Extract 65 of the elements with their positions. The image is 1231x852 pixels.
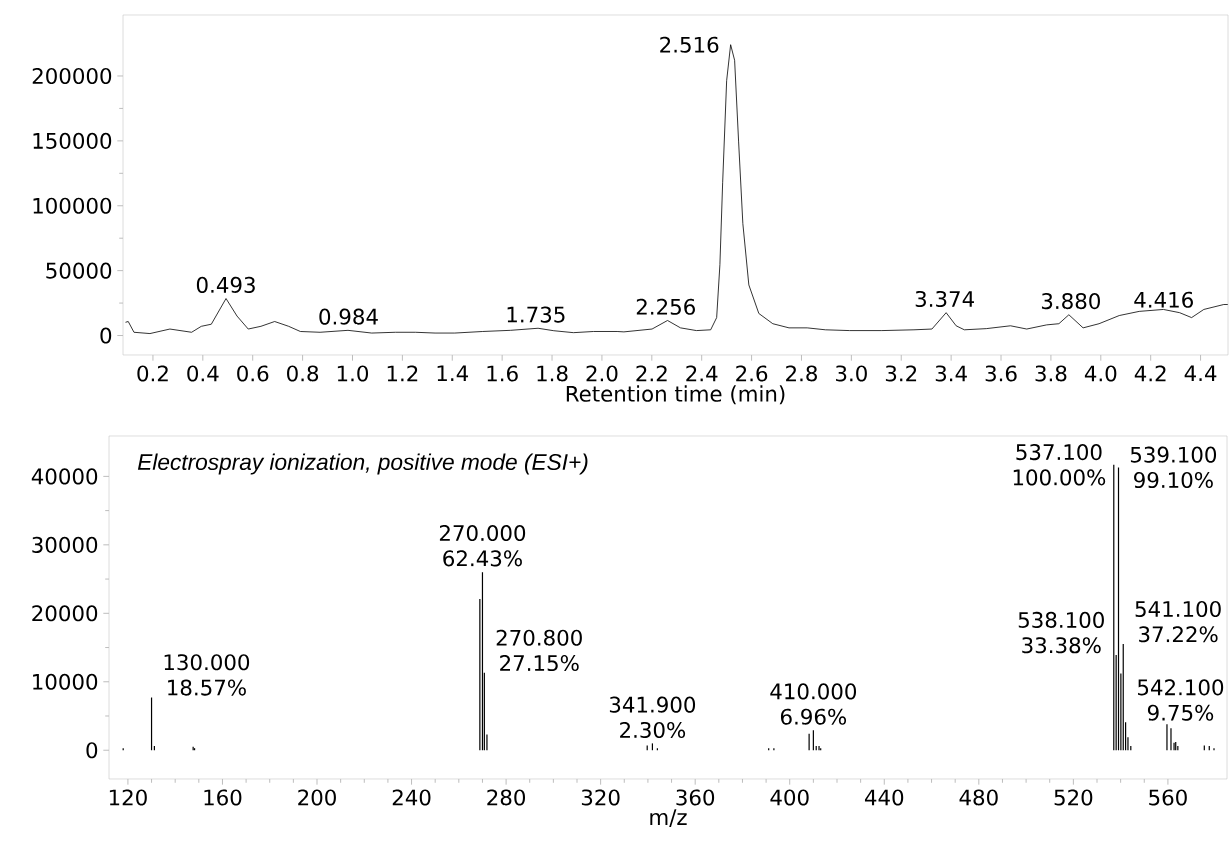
x-tick-label: 0.8 bbox=[287, 365, 319, 382]
x-tick-label: 2.6 bbox=[736, 365, 768, 382]
x-tick-label: 1.6 bbox=[487, 365, 518, 382]
x-tick-label: 280 bbox=[487, 789, 526, 806]
y-tick-label: 0 bbox=[86, 742, 98, 759]
x-tick-label: 3.8 bbox=[1035, 365, 1067, 382]
x-tick-label: 1.2 bbox=[387, 365, 418, 382]
x-axis-title: m/z bbox=[650, 809, 687, 827]
x-tick-label: 360 bbox=[676, 789, 715, 806]
y-tick-label: 20000 bbox=[32, 605, 98, 622]
y-tick-label: 30000 bbox=[32, 536, 98, 553]
x-tick-label: 0.4 bbox=[187, 365, 219, 382]
annotation: 541.100 37.22% bbox=[1135, 600, 1221, 643]
annotation: 1.735 bbox=[507, 306, 565, 323]
x-tick-label: 3.0 bbox=[836, 365, 867, 382]
x-tick-label: 2.0 bbox=[586, 365, 618, 382]
annotation: 3.374 bbox=[915, 290, 974, 308]
x-tick-label: 4.4 bbox=[1184, 365, 1217, 381]
annotation: 4.416 bbox=[1134, 291, 1193, 308]
x-tick-label: 120 bbox=[109, 789, 147, 806]
x-tick-label: 1.8 bbox=[537, 365, 568, 382]
annotation: 341.900 2.30% bbox=[609, 696, 696, 739]
x-tick-label: 2.8 bbox=[786, 365, 817, 382]
x-tick-label: 200 bbox=[298, 789, 336, 806]
x-tick-label: 4.2 bbox=[1134, 365, 1166, 382]
x-axis-title: Retention time (min) bbox=[566, 385, 785, 405]
x-tick-label: 3.2 bbox=[885, 365, 917, 382]
y-tick-label: 100000 bbox=[33, 197, 112, 214]
y-tick-label: 10000 bbox=[33, 673, 98, 690]
x-tick-label: 3.4 bbox=[935, 365, 967, 382]
annotation: 270.000 62.43% bbox=[439, 524, 526, 567]
annotation: 270.800 27.15% bbox=[496, 629, 582, 672]
annotation: 0.493 bbox=[196, 276, 255, 293]
annotation: 130.000 18.57% bbox=[164, 654, 250, 696]
x-tick-label: 320 bbox=[581, 789, 620, 806]
x-tick-label: 400 bbox=[770, 789, 809, 806]
y-tick-label: 200000 bbox=[32, 67, 112, 85]
x-tick-label: 2.2 bbox=[636, 365, 667, 382]
x-tick-label: 3.6 bbox=[985, 365, 1017, 382]
x-tick-label: 240 bbox=[392, 789, 431, 806]
annotation: 3.880 bbox=[1041, 293, 1100, 310]
annotation: 538.100 33.38% bbox=[1018, 611, 1104, 654]
x-tick-label: 440 bbox=[864, 789, 904, 806]
annotation: 537.100 100.00% bbox=[1013, 444, 1106, 486]
x-tick-label: 0.2 bbox=[137, 365, 168, 382]
y-tick-label: 40000 bbox=[31, 468, 98, 485]
x-tick-label: 560 bbox=[1149, 789, 1187, 806]
annotation: Electrospray ionization, positive mode (ESI+) bbox=[137, 453, 588, 475]
annotation: 542.100 9.75% bbox=[1138, 679, 1224, 721]
annotation: 539.100 99.10% bbox=[1130, 446, 1217, 489]
x-tick-label: 160 bbox=[204, 789, 242, 806]
x-tick-label: 0.6 bbox=[237, 365, 269, 382]
y-tick-label: 150000 bbox=[33, 132, 112, 149]
x-tick-label: 2.4 bbox=[686, 365, 718, 382]
annotation: 2.516 bbox=[660, 36, 719, 53]
annotation: 2.256 bbox=[636, 298, 695, 315]
x-tick-label: 4.0 bbox=[1084, 365, 1117, 382]
annotation: 410.000 6.96% bbox=[770, 683, 857, 725]
x-tick-label: 1.4 bbox=[437, 365, 469, 381]
x-tick-label: 480 bbox=[959, 789, 998, 806]
y-tick-label: 0 bbox=[100, 327, 112, 344]
y-tick-label: 50000 bbox=[46, 262, 112, 279]
annotation: 0.984 bbox=[319, 308, 378, 325]
x-tick-label: 1.0 bbox=[337, 365, 369, 382]
x-tick-label: 520 bbox=[1054, 789, 1093, 806]
